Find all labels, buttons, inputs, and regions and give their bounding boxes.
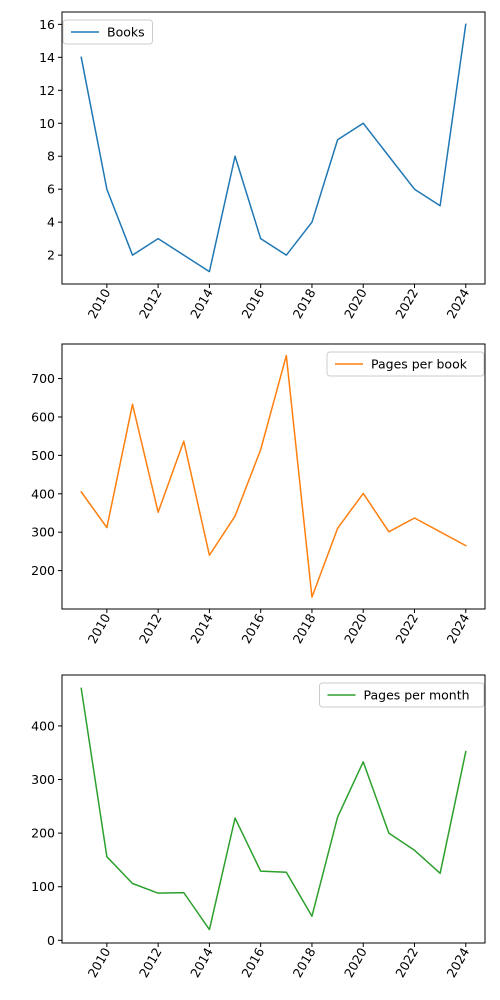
legend-box [319,682,485,708]
y-tick-label: 700 [31,371,55,386]
y-tick-label: 2 [47,248,55,263]
y-tick-label: 500 [31,448,55,463]
y-tick-label: 0 [47,933,55,948]
legend: Books [62,19,153,45]
x-tick-label: 2022 [392,945,421,980]
x-tick-label: 2016 [238,286,267,321]
y-tick-label: 100 [31,879,55,894]
legend-label: Pages per month [364,688,470,703]
y-tick-label: 400 [31,486,55,501]
plot-frame [61,11,486,285]
y-tick-label: 300 [31,525,55,540]
x-tick-label: 2024 [443,611,472,646]
series-line-2 [80,354,467,598]
x-tick-label: 2020 [341,945,370,980]
series-line-1 [80,23,467,273]
legend-box [326,351,485,377]
y-tick-label: 6 [47,182,55,197]
x-tick-label: 2012 [136,611,165,646]
y-tick-label: 400 [31,718,55,733]
x-tick-label: 2018 [290,611,319,646]
x-tick-label: 2022 [392,286,421,321]
y-tick-label: 300 [31,772,55,787]
x-tick-label: 2020 [341,286,370,321]
x-tick-label: 2022 [392,611,421,646]
x-tick-label: 2012 [136,945,165,980]
x-tick-label: 2012 [136,286,165,321]
x-tick-label: 2010 [85,945,114,980]
y-tick-label: 8 [47,149,55,164]
series-line-3 [80,687,467,931]
x-tick-label: 2024 [443,945,472,980]
y-tick-label: 200 [31,826,55,841]
x-tick-label: 2014 [187,611,216,646]
x-tick-label: 2024 [443,286,472,321]
x-tick-label: 2014 [187,286,216,321]
chart-panel-2: 200 300 400 500 600 700 2010 2012 2014 2016 2018 20… [31,343,486,646]
plot-frame [61,343,486,610]
x-tick-label: 2016 [238,945,267,980]
y-tick-label: 14 [39,50,55,65]
x-tick-label: 2010 [85,286,114,321]
y-tick-label: 4 [47,215,55,230]
y-tick-label: 10 [39,116,55,131]
legend-label: Books [107,25,145,40]
x-tick-label: 2018 [290,286,319,321]
y-tick-label: 600 [31,409,55,424]
x-tick-label: 2016 [238,611,267,646]
chart-panel-1: 2 4 6 8 10 12 14 16 2010 2012 2014 2016 2018 2020 2022… [39,11,486,321]
x-tick-label: 2010 [85,611,114,646]
legend: Pages per month [319,682,485,708]
y-tick-label: 16 [39,17,55,32]
chart-panel-3: 0 100 200 300 400 2010 2012 2014 2016 2018 2020 202… [31,674,486,980]
plot-frame [61,674,486,944]
y-tick-label: 200 [31,563,55,578]
x-tick-label: 2018 [290,945,319,980]
legend-box [62,19,153,45]
x-tick-label: 2014 [187,945,216,980]
legend-label: Pages per book [371,357,468,372]
legend: Pages per book [326,351,485,377]
x-tick-label: 2020 [341,611,370,646]
y-tick-label: 12 [39,83,55,98]
